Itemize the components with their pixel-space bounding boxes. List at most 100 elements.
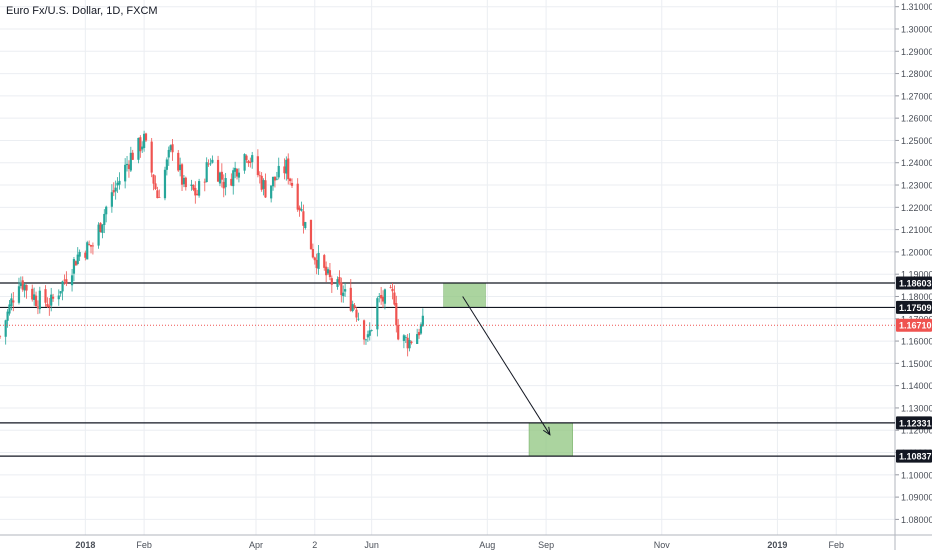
candle-body xyxy=(57,295,60,300)
current-price-label-bg xyxy=(896,318,932,332)
target-zone[interactable] xyxy=(528,422,573,457)
y-tick-label: 1.21000 xyxy=(901,225,932,235)
candle-body xyxy=(177,152,180,171)
candle-body xyxy=(112,190,115,193)
candle-body xyxy=(340,282,343,296)
y-tick-label: 1.23000 xyxy=(901,181,932,191)
level-price-label-bg xyxy=(896,416,932,430)
candle-body xyxy=(21,280,24,290)
candle-body xyxy=(211,159,214,163)
candle-body xyxy=(59,291,62,294)
candle-body xyxy=(404,336,407,338)
candle-body xyxy=(4,320,7,337)
candle-body xyxy=(381,296,385,302)
candle-body xyxy=(380,295,383,299)
candle-body xyxy=(353,305,356,309)
candle-body xyxy=(300,209,303,211)
candle-body xyxy=(395,303,398,326)
candle-body xyxy=(190,184,193,186)
candle-body xyxy=(44,289,47,303)
candle-body xyxy=(313,257,316,261)
candle-body xyxy=(234,167,237,172)
candle-body xyxy=(197,181,201,196)
candle-body xyxy=(12,300,15,303)
projection-arrowhead xyxy=(542,426,551,436)
candle-body xyxy=(38,290,41,310)
candle-body xyxy=(205,162,208,183)
candle-body xyxy=(264,180,267,198)
candle-body xyxy=(283,166,286,174)
candle-body xyxy=(46,303,49,307)
candle-body xyxy=(323,255,326,268)
candle-body xyxy=(362,320,366,340)
candle-body xyxy=(260,175,263,190)
candle-body xyxy=(251,155,254,163)
candle-body xyxy=(25,285,28,291)
candle-body xyxy=(224,178,227,188)
candle-body xyxy=(31,288,34,300)
candle-body xyxy=(258,175,261,177)
candle-body xyxy=(249,161,252,163)
candle-body xyxy=(74,261,77,266)
candle-body xyxy=(328,270,332,278)
candle-body xyxy=(91,245,95,247)
candle-body xyxy=(19,282,22,287)
level-price-label: 1.10837 xyxy=(899,452,932,462)
current-price-label: 1.16710 xyxy=(899,321,932,331)
candle-body xyxy=(34,295,38,307)
candle-body xyxy=(290,182,294,186)
level-price-label: 1.12331 xyxy=(899,418,932,428)
candle-body xyxy=(309,219,313,250)
candle-body xyxy=(97,224,100,246)
candle-body xyxy=(326,269,330,274)
candle-body xyxy=(144,133,148,141)
candle-body xyxy=(237,172,241,178)
candle-body xyxy=(271,176,275,187)
candle-body xyxy=(273,176,277,181)
x-tick-label: 2019 xyxy=(767,540,787,550)
candle-body xyxy=(349,287,352,311)
candle-body xyxy=(336,279,339,287)
y-tick-label: 1.16000 xyxy=(901,337,932,347)
candle-body xyxy=(287,158,290,180)
candle-body xyxy=(0,336,2,338)
candle-body xyxy=(247,160,250,164)
candle-body xyxy=(99,222,102,233)
candle-body xyxy=(72,259,76,274)
x-tick-label: Nov xyxy=(654,540,671,550)
candle-body xyxy=(408,339,411,349)
candle-body xyxy=(152,174,155,184)
candle-body xyxy=(51,296,55,299)
candle-body xyxy=(289,178,292,182)
candle-body xyxy=(86,242,89,260)
level-price-label-bg xyxy=(896,300,932,314)
projection-arrow-line[interactable] xyxy=(462,296,551,435)
candle-body xyxy=(368,330,371,336)
y-tick-label: 1.09000 xyxy=(901,493,932,503)
candle-body xyxy=(304,222,307,229)
candle-body xyxy=(391,288,394,292)
candle-body xyxy=(410,341,413,343)
candle-body xyxy=(325,266,328,276)
candle-body xyxy=(180,164,184,185)
candle-body xyxy=(103,213,106,225)
candle-body xyxy=(141,146,144,150)
target-zone[interactable] xyxy=(443,282,486,308)
candle-body xyxy=(285,159,288,174)
candle-body xyxy=(179,164,182,171)
level-price-label-bg xyxy=(896,276,932,290)
candle-body xyxy=(137,137,140,160)
candle-body xyxy=(110,192,113,207)
candle-body xyxy=(182,177,186,185)
candle-body xyxy=(6,311,9,321)
candle-body xyxy=(402,335,405,341)
candle-body xyxy=(105,206,108,215)
candle-body xyxy=(203,181,206,183)
candle-body xyxy=(63,279,66,281)
candle-body xyxy=(76,254,79,265)
candle-body xyxy=(370,330,373,331)
candle-body xyxy=(194,187,197,196)
candle-body xyxy=(184,177,187,188)
candle-body xyxy=(131,152,134,160)
